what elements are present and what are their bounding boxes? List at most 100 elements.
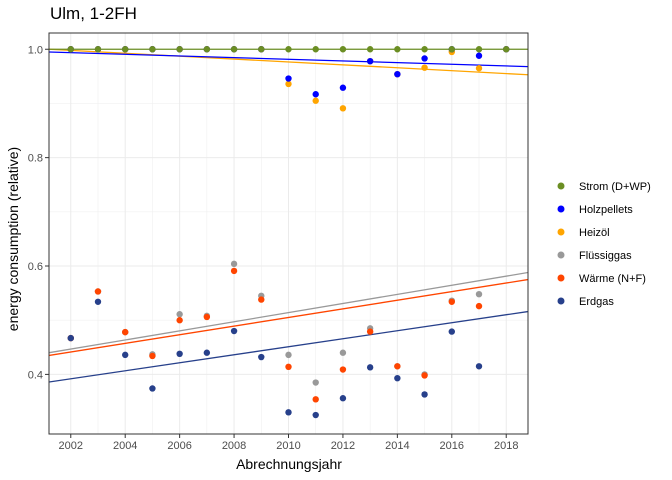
data-point — [203, 46, 211, 53]
data-point — [176, 46, 183, 53]
legend-key — [557, 228, 565, 236]
data-point — [339, 84, 347, 91]
data-point — [339, 349, 347, 356]
data-point — [149, 385, 156, 392]
data-point — [149, 46, 156, 53]
data-point — [339, 366, 347, 373]
data-points — [67, 46, 510, 419]
legend-key — [557, 205, 565, 213]
data-point — [475, 290, 483, 298]
x-tick-label: 2008 — [222, 440, 246, 452]
trend-line — [49, 51, 528, 68]
data-point — [285, 409, 292, 416]
data-point — [203, 313, 211, 321]
data-point — [67, 334, 74, 342]
data-point — [475, 46, 483, 53]
data-point — [448, 328, 455, 335]
trend-line — [49, 278, 528, 357]
x-tick-label: 2006 — [167, 440, 191, 452]
legend-label: Holzpellets — [579, 204, 633, 216]
data-point — [421, 391, 428, 398]
data-point — [122, 328, 129, 336]
data-point — [475, 363, 483, 370]
data-point — [394, 374, 401, 382]
data-point — [312, 396, 319, 403]
legend-label: Wärme (N+F) — [579, 273, 646, 285]
legend-label: Flüssiggas — [579, 250, 632, 262]
trend-line — [49, 48, 528, 76]
y-tick-label: 0.4 — [28, 369, 43, 381]
data-point — [285, 75, 292, 82]
data-point — [258, 46, 265, 53]
data-point — [394, 46, 401, 53]
data-point — [366, 328, 374, 335]
legend-label: Heizöl — [579, 227, 610, 239]
data-point — [475, 52, 483, 59]
data-point — [230, 327, 238, 335]
data-point — [339, 46, 347, 53]
trend-line — [49, 271, 528, 354]
grid — [49, 33, 528, 434]
data-point — [285, 80, 292, 88]
data-point — [176, 350, 183, 357]
legend-label: Erdgas — [579, 296, 614, 308]
legend: Strom (D+WP) Holzpellets Heizöl Flüssiggas W… — [557, 181, 651, 308]
data-point — [258, 353, 265, 361]
data-point — [339, 105, 347, 112]
data-point — [176, 317, 183, 324]
data-point — [203, 349, 211, 356]
data-point — [149, 352, 156, 360]
data-point — [230, 260, 238, 268]
data-point — [339, 395, 347, 402]
data-point — [421, 55, 428, 62]
data-point — [394, 70, 401, 78]
data-point — [258, 296, 265, 303]
x-tick-label: 2016 — [440, 440, 464, 452]
x-tick-label: 2012 — [331, 440, 355, 452]
chart-title: Ulm, 1-2FH — [50, 4, 137, 23]
legend-key — [557, 251, 565, 259]
y-tick-label: 1.0 — [28, 44, 43, 56]
data-point — [94, 46, 102, 53]
data-point — [475, 302, 483, 310]
x-tick-label: 2010 — [276, 440, 300, 452]
x-tick-label: 2004 — [113, 440, 137, 452]
legend-label: Strom (D+WP) — [579, 181, 651, 193]
data-point — [122, 46, 129, 53]
x-axis-title: Abrechnungsjahr — [236, 456, 342, 472]
y-axis-title: energy consumption (relative) — [5, 147, 21, 331]
data-point — [448, 46, 455, 53]
y-tick-label: 0.6 — [28, 261, 43, 273]
data-point — [421, 372, 428, 379]
data-point — [475, 65, 483, 72]
x-tick-label: 2014 — [385, 440, 409, 452]
trend-line — [49, 310, 528, 383]
legend-key — [557, 274, 565, 282]
data-point — [312, 411, 319, 419]
data-point — [312, 379, 319, 386]
data-point — [122, 351, 129, 359]
legend-key — [557, 182, 565, 190]
x-tick-label: 2002 — [59, 440, 83, 452]
data-point — [285, 46, 292, 53]
x-tick-label: 2018 — [494, 440, 518, 452]
data-point — [94, 288, 102, 295]
data-point — [230, 46, 238, 53]
data-point — [285, 351, 292, 359]
data-point — [448, 298, 455, 305]
data-point — [67, 46, 74, 53]
data-point — [312, 91, 319, 98]
data-point — [285, 363, 292, 371]
data-point — [94, 298, 102, 305]
data-point — [366, 57, 374, 65]
data-point — [421, 64, 428, 71]
legend-key — [557, 297, 565, 305]
data-point — [366, 46, 374, 53]
data-point — [366, 364, 374, 371]
data-point — [312, 97, 319, 104]
data-point — [394, 363, 401, 370]
data-point — [421, 46, 428, 53]
data-point — [176, 311, 183, 318]
data-point — [503, 46, 510, 53]
